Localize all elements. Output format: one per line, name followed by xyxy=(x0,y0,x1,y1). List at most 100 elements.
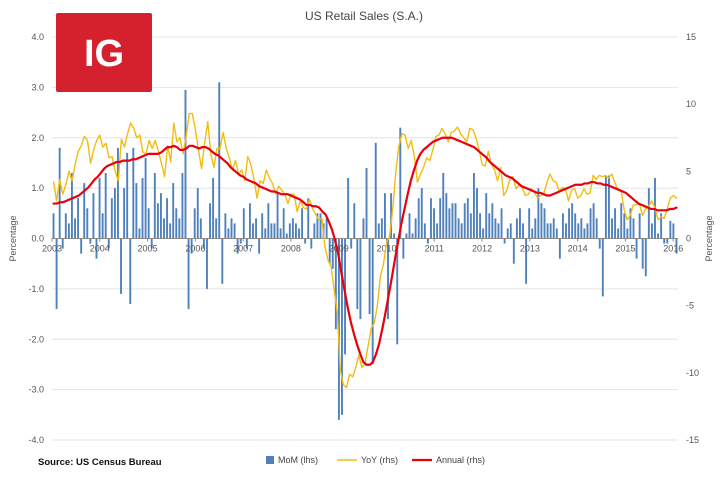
mom-bar xyxy=(101,213,104,239)
y-tick-label-left: 2.0 xyxy=(31,133,44,143)
mom-bar xyxy=(123,188,126,239)
mom-bar xyxy=(159,193,162,239)
mom-bar xyxy=(393,233,396,239)
mom-bar xyxy=(675,238,678,254)
mom-bar xyxy=(334,238,337,330)
mom-bar xyxy=(604,175,607,239)
mom-bar xyxy=(156,203,159,239)
y-tick-label-left: -3.0 xyxy=(28,385,44,395)
mom-bar xyxy=(196,188,199,239)
x-tick-label: 2005 xyxy=(138,244,158,254)
mom-bar xyxy=(608,175,610,239)
mom-bar xyxy=(58,147,61,239)
mom-bar xyxy=(83,183,86,239)
mom-bar xyxy=(371,238,374,365)
mom-bar xyxy=(426,238,429,244)
y-tick-label-left: 3.0 xyxy=(31,82,44,92)
mom-bar xyxy=(337,238,340,420)
chart-legend: MoM (lhs) YoY (rhs) Annual (rhs) xyxy=(266,455,485,465)
mom-bar xyxy=(331,238,334,269)
mom-bar xyxy=(466,198,469,239)
mom-bar xyxy=(580,218,583,239)
mom-bar xyxy=(417,198,420,239)
mom-bar xyxy=(454,203,457,239)
mom-bar xyxy=(650,223,653,239)
annual-line xyxy=(52,136,678,366)
mom-bar xyxy=(307,198,310,239)
mom-bar xyxy=(568,208,571,239)
mom-bar xyxy=(463,203,466,239)
x-tick-label: 2016 xyxy=(663,244,683,254)
mom-bar xyxy=(525,238,528,284)
x-tick-label: 2011 xyxy=(425,244,444,254)
mom-bar xyxy=(485,193,488,239)
mom-bar xyxy=(436,223,439,239)
mom-bar xyxy=(540,203,543,239)
mom-bar xyxy=(273,223,276,239)
mom-bar xyxy=(67,223,70,239)
mom-bar xyxy=(632,218,635,239)
mom-bar xyxy=(252,223,254,239)
mom-bar xyxy=(589,208,592,239)
mom-bar xyxy=(316,213,319,239)
mom-bar xyxy=(212,178,215,239)
y-tick-label-left: -1.0 xyxy=(28,284,44,294)
mom-bar xyxy=(304,238,307,244)
mom-bar xyxy=(390,193,393,239)
mom-bar xyxy=(549,223,552,239)
mom-bar xyxy=(279,228,282,239)
y-tick-label-left: -4.0 xyxy=(28,435,44,445)
mom-bar xyxy=(144,157,147,239)
mom-bar xyxy=(451,203,454,239)
mom-bar xyxy=(295,223,297,239)
mom-bar xyxy=(411,233,414,239)
mom-bar xyxy=(614,208,617,239)
mom-bar xyxy=(445,193,448,239)
mom-bar xyxy=(313,223,316,239)
mom-bar xyxy=(224,213,227,239)
mom-bar xyxy=(233,223,236,239)
mom-bar xyxy=(147,208,150,239)
mom-bar xyxy=(258,238,261,254)
mom-bar xyxy=(620,203,623,239)
mom-bar xyxy=(61,238,64,249)
mom-bar xyxy=(129,238,132,304)
mom-bar xyxy=(117,147,119,239)
mom-bar xyxy=(202,238,205,249)
mom-bar xyxy=(193,208,196,239)
mom-bar xyxy=(184,89,187,239)
mom-bar xyxy=(70,173,73,239)
x-tick-label: 2008 xyxy=(281,244,301,254)
x-tick-label: 2015 xyxy=(615,244,635,254)
mom-bar xyxy=(55,238,58,310)
mom-bar xyxy=(52,213,55,239)
mom-bar xyxy=(113,188,116,239)
y-tick-label-left: 0.0 xyxy=(31,234,44,244)
mom-bar xyxy=(574,213,577,239)
mom-bar xyxy=(595,218,598,239)
mom-bar xyxy=(291,218,294,239)
mom-bar xyxy=(301,208,304,239)
mom-bar xyxy=(298,228,300,239)
mom-bar xyxy=(261,213,264,239)
mom-bar xyxy=(328,238,331,264)
ig-logo: IG xyxy=(56,13,152,92)
mom-bar xyxy=(276,193,279,239)
y-tick-label-left: 1.0 xyxy=(31,183,44,193)
mom-bar xyxy=(199,218,202,239)
legend-swatch-mom xyxy=(266,456,274,464)
mom-bar xyxy=(95,238,98,259)
legend-label: YoY (rhs) xyxy=(361,455,398,465)
mom-bar xyxy=(488,213,491,239)
mom-bar xyxy=(617,228,620,239)
y-axis-label-left: Percentage xyxy=(8,215,18,261)
mom-bar xyxy=(561,213,564,239)
mom-bar xyxy=(448,208,451,239)
left-axis-ticks: 4.0 3.0 2.0 1.0 0.0 -1.0 -2.0 -3.0 -4.0 xyxy=(28,32,44,445)
mom-bar xyxy=(623,213,626,239)
mom-bar xyxy=(86,208,89,239)
mom-bar xyxy=(666,238,669,244)
mom-bar xyxy=(110,198,113,239)
mom-bar xyxy=(377,223,380,239)
